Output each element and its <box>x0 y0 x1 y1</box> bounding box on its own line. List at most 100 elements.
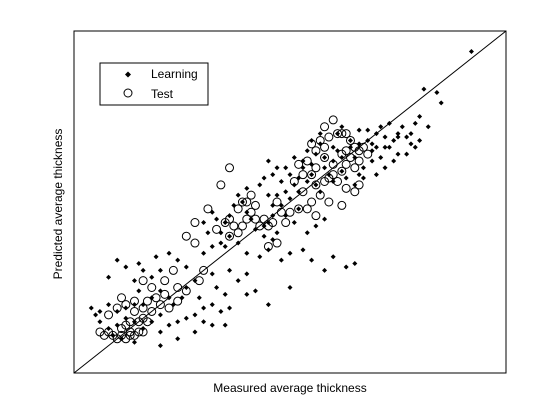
test-point <box>225 231 235 241</box>
test-point <box>147 283 157 292</box>
test-point <box>302 204 312 214</box>
test-point <box>320 153 330 163</box>
test-point <box>350 163 360 173</box>
test-point <box>307 139 317 149</box>
test-point <box>168 265 178 275</box>
test-point <box>129 306 139 316</box>
learning-point <box>287 250 293 256</box>
legend-test-marker <box>123 88 133 98</box>
learning-point <box>391 158 397 164</box>
test-point <box>164 303 174 313</box>
learning-point <box>309 257 315 263</box>
test-point <box>281 218 291 228</box>
learning-point <box>270 213 276 219</box>
test-point <box>341 159 351 169</box>
learning-point <box>438 100 444 106</box>
learning-point <box>391 137 397 143</box>
learning-point <box>205 230 211 236</box>
learning-point <box>244 291 250 297</box>
learning-point <box>192 329 198 335</box>
test-point <box>233 204 243 214</box>
test-point <box>298 187 308 197</box>
learning-point <box>209 302 215 308</box>
learning-point <box>287 285 293 290</box>
learning-point <box>417 137 423 143</box>
test-point <box>333 176 343 186</box>
learning-point <box>278 178 284 184</box>
learning-point <box>360 165 366 171</box>
test-point <box>341 183 351 193</box>
learning-point <box>378 124 384 130</box>
learning-point <box>395 131 401 137</box>
learning-point <box>287 172 293 178</box>
learning-point <box>227 233 233 239</box>
learning-point <box>227 305 233 311</box>
y-axis-label: Predicted average thickness <box>51 129 65 280</box>
learning-point <box>356 172 362 178</box>
learning-point <box>222 291 228 297</box>
test-point <box>160 289 170 299</box>
learning-point <box>97 308 103 314</box>
learning-point <box>201 305 207 311</box>
test-point <box>121 300 131 310</box>
test-point <box>358 142 368 152</box>
learning-point <box>257 254 263 260</box>
learning-point <box>287 196 293 202</box>
learning-point <box>222 243 228 249</box>
test-point <box>345 153 355 163</box>
learning-point <box>201 250 207 256</box>
learning-point <box>468 49 474 55</box>
learning-point <box>209 271 215 277</box>
test-point <box>112 303 122 313</box>
test-point <box>259 214 269 224</box>
learning-series <box>88 49 474 349</box>
learning-point <box>175 319 181 325</box>
learning-point <box>235 192 241 198</box>
test-point <box>333 129 343 139</box>
learning-point <box>201 319 207 325</box>
test-point <box>311 211 321 221</box>
learning-point <box>183 285 189 290</box>
test-point <box>294 204 304 214</box>
test-point <box>354 156 364 166</box>
learning-point <box>365 137 371 143</box>
learning-point <box>360 175 366 181</box>
learning-point <box>218 240 224 246</box>
learning-point <box>313 223 319 229</box>
legend-learning-label: Learning <box>151 67 198 81</box>
identity-line-layer <box>73 30 507 374</box>
test-point <box>311 163 321 173</box>
learning-point <box>291 182 297 188</box>
learning-point <box>309 172 315 178</box>
test-point <box>289 176 299 186</box>
learning-point <box>166 250 172 256</box>
learning-point <box>136 261 142 267</box>
learning-point <box>417 114 423 119</box>
test-point <box>350 187 360 197</box>
learning-point <box>222 322 228 328</box>
learning-point <box>322 216 328 222</box>
learning-point <box>274 230 280 236</box>
test-point <box>138 327 148 337</box>
learning-point <box>274 192 280 198</box>
learning-point <box>106 274 112 280</box>
test-point <box>151 293 161 303</box>
learning-point <box>192 312 198 318</box>
chart-legend: Learning Test <box>99 62 209 106</box>
test-series <box>95 115 373 344</box>
learning-point <box>214 285 220 290</box>
test-point <box>337 200 347 210</box>
learning-point <box>322 267 328 273</box>
test-point <box>203 204 213 214</box>
test-point <box>216 180 226 190</box>
learning-point <box>408 141 414 147</box>
test-point <box>307 197 317 207</box>
learning-point <box>373 144 379 150</box>
learning-point <box>227 213 233 219</box>
test-point <box>237 197 247 207</box>
legend-learning-marker <box>125 71 131 78</box>
learning-point <box>386 144 392 150</box>
learning-point <box>317 189 323 195</box>
test-point <box>276 207 286 217</box>
